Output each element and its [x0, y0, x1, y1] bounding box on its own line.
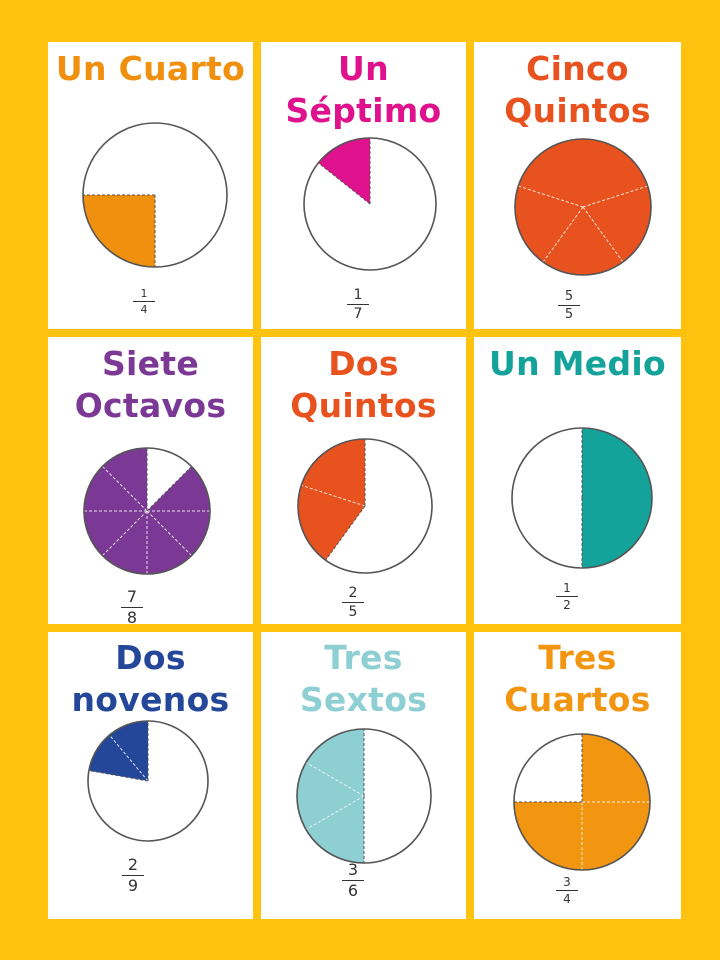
- fraction-card: Un Séptimo 1 7: [261, 42, 466, 329]
- fraction-card: Cinco Quintos 5 5: [474, 42, 681, 329]
- fraction-denominator: 5: [348, 604, 358, 620]
- fraction-bar: [121, 607, 143, 608]
- fraction-numerator: 1: [140, 287, 148, 300]
- fraction-card: Siete Octavos 7 8: [48, 337, 253, 626]
- fraction-bar: [347, 304, 369, 305]
- fraction-card-title: Siete Octavos: [74, 344, 227, 425]
- fraction-card: Tres Cuartos 3 4: [474, 632, 681, 919]
- division-line: [582, 185, 648, 208]
- fraction-numerator: 1: [353, 287, 363, 303]
- pie-outline: [511, 427, 653, 569]
- boundary-line: [325, 505, 366, 561]
- division-line: [102, 466, 148, 512]
- fraction-card-title: Dos novenos: [71, 638, 230, 719]
- fraction-bar: [122, 875, 144, 876]
- fraction-card-title: Un Séptimo: [285, 49, 442, 130]
- pie-outline: [513, 733, 651, 871]
- fraction-pie-chart: [297, 438, 433, 574]
- fraction-bar: [556, 890, 578, 891]
- fraction-card-title: Dos Quintos: [290, 344, 437, 425]
- fraction-pie-chart: [83, 447, 211, 575]
- fraction-card: Tres Sextos 3 6: [261, 632, 466, 919]
- fraction-card: Un Medio 1 2: [474, 337, 681, 624]
- fraction-denominator: 2: [563, 598, 571, 612]
- fraction-card-title: Tres Cuartos: [504, 638, 651, 719]
- fraction-bar: [558, 305, 580, 306]
- boundary-line: [88, 770, 149, 782]
- fraction-pie-chart: [514, 138, 652, 276]
- division-line: [102, 510, 148, 556]
- shaded-sector: [83, 195, 155, 267]
- fraction-numerator: 3: [563, 875, 571, 889]
- fraction-pie-chart: [82, 122, 228, 268]
- fraction-pie-chart: [303, 137, 437, 271]
- fraction-numerator: 2: [127, 855, 139, 874]
- fraction-card-title: Cinco Quintos: [504, 49, 651, 130]
- fraction-numerator: 2: [348, 585, 358, 601]
- pie-outline: [83, 447, 211, 575]
- pie-outline: [514, 138, 652, 276]
- pie-outline: [82, 122, 228, 268]
- fraction-denominator: 6: [347, 881, 359, 900]
- fraction-card-title: Un Medio: [488, 344, 666, 383]
- division-line: [146, 510, 192, 556]
- fraction-denominator: 4: [563, 892, 571, 906]
- fraction-denominator: 8: [126, 608, 138, 627]
- fraction-bar: [133, 301, 155, 302]
- division-line: [518, 185, 584, 208]
- fraction-bar: [556, 596, 578, 597]
- fraction-card: Un Cuarto 1 4: [48, 42, 253, 329]
- fraction-pie-chart: [513, 733, 651, 871]
- shaded-sector: [318, 138, 370, 204]
- fraction-denominator: 4: [140, 303, 148, 316]
- division-line: [301, 484, 366, 507]
- fraction-numerator: 3: [347, 860, 359, 879]
- fraction-card-title: Un Cuarto: [55, 49, 246, 88]
- boundary-line: [146, 466, 192, 512]
- fraction-denominator: 7: [353, 306, 363, 322]
- shaded-sector: [298, 439, 365, 561]
- fraction-pie-chart: [296, 728, 432, 864]
- fraction-pie-chart: [511, 427, 653, 569]
- shaded-sector: [88, 721, 148, 781]
- boundary-line: [318, 162, 371, 205]
- fraction-denominator: 5: [564, 307, 574, 322]
- fraction-bar: [342, 602, 364, 603]
- fraction-denominator: 9: [127, 876, 139, 895]
- fraction-card: Dos novenos 2 9: [48, 632, 253, 919]
- fraction-bar: [342, 880, 364, 881]
- fraction-pie-chart: [87, 720, 209, 842]
- pie-outline: [87, 720, 209, 842]
- pie-outline: [297, 438, 433, 574]
- fraction-numerator: 1: [563, 581, 571, 595]
- division-line: [542, 206, 584, 263]
- pie-outline: [296, 728, 432, 864]
- division-line: [582, 206, 624, 263]
- fraction-numerator: 5: [564, 289, 574, 304]
- division-line: [305, 762, 365, 797]
- fraction-card: Dos Quintos 2 5: [261, 337, 466, 624]
- shaded-sector: [582, 428, 652, 568]
- fraction-numerator: 7: [126, 587, 138, 606]
- pie-outline: [303, 137, 437, 271]
- fraction-card-title: Tres Sextos: [299, 638, 428, 719]
- division-line: [305, 795, 365, 830]
- shaded-sector: [297, 729, 364, 863]
